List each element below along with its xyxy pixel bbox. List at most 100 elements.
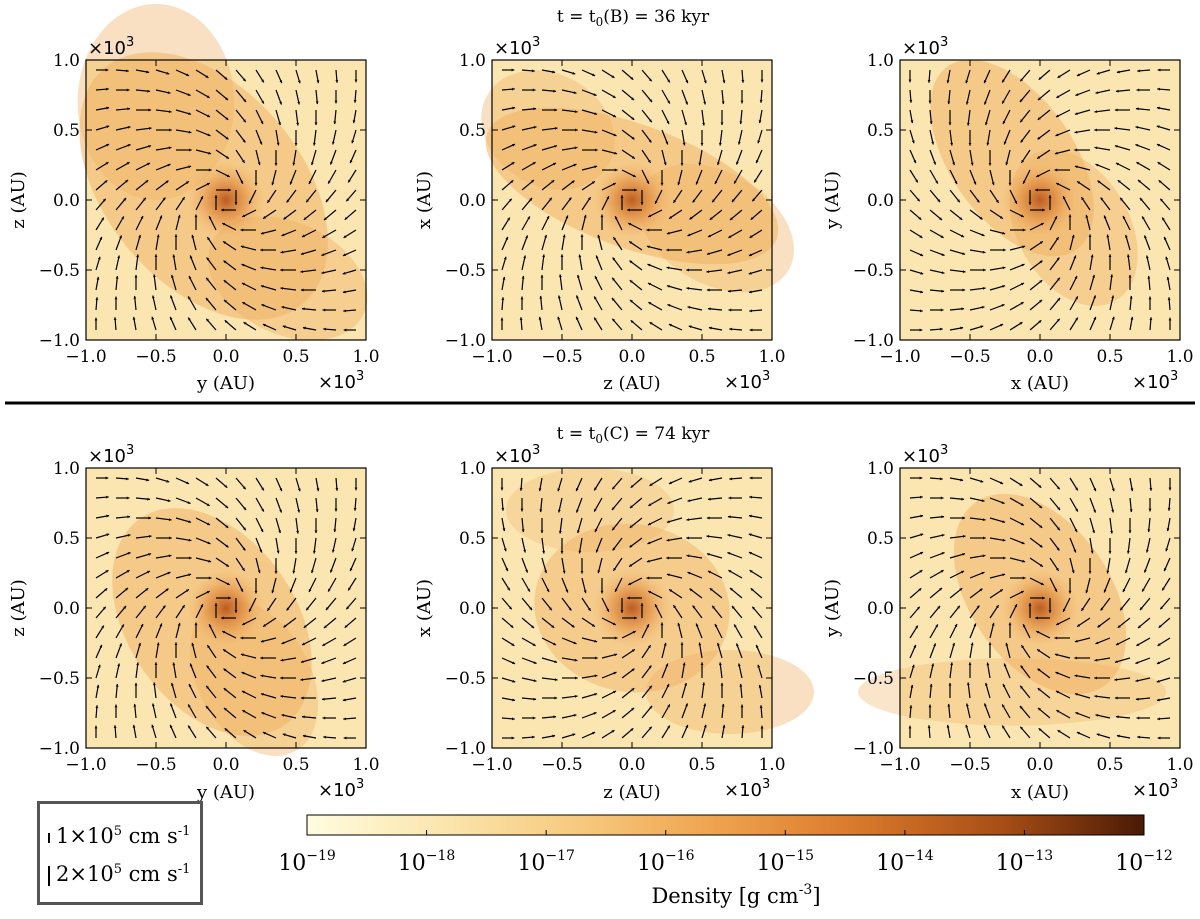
velocity-arrowhead xyxy=(311,570,314,574)
velocity-arrowhead xyxy=(1042,596,1045,600)
velocity-arrowhead xyxy=(920,309,923,313)
velocity-arrowhead xyxy=(1149,488,1153,491)
y-tick-label: −0.5 xyxy=(39,261,80,281)
velocity-arrowhead xyxy=(630,320,634,324)
velocity-arrowhead xyxy=(1163,236,1167,240)
velocity-arrowhead xyxy=(758,120,762,124)
velocity-arrowhead xyxy=(208,168,212,172)
velocity-arrowhead xyxy=(242,302,246,305)
velocity-arrowhead xyxy=(1048,195,1052,198)
density-core xyxy=(186,160,266,240)
velocity-arrowhead xyxy=(961,497,965,501)
velocity-arrowhead xyxy=(1135,661,1139,664)
velocity-arrowhead xyxy=(342,290,346,294)
velocity-arrowhead xyxy=(106,87,109,91)
velocity-arrowhead xyxy=(280,250,284,254)
velocity-arrowhead xyxy=(1039,260,1043,264)
velocity-arrowhead xyxy=(209,624,212,628)
velocity-arrowhead xyxy=(594,296,597,300)
velocity-arrowhead xyxy=(1157,87,1160,91)
velocity-arrowhead xyxy=(1020,78,1024,82)
velocity-arrowhead xyxy=(301,234,305,238)
velocity-arrowhead xyxy=(614,636,618,640)
velocity-arrowhead xyxy=(1144,569,1147,573)
y-tick-label: −1.0 xyxy=(39,331,80,351)
velocity-arrowhead xyxy=(908,725,912,729)
y-tick-label: 1.0 xyxy=(459,459,486,479)
velocity-arrowhead xyxy=(322,308,326,312)
velocity-arrowhead xyxy=(147,89,151,93)
velocity-arrowhead xyxy=(755,644,759,648)
velocity-arrowhead xyxy=(649,99,653,103)
velocity-arrowhead xyxy=(1063,608,1066,612)
velocity-arrowhead xyxy=(940,496,944,500)
velocity-arrowhead xyxy=(1149,317,1153,320)
velocity-arrowhead xyxy=(134,274,138,278)
velocity-arrowhead xyxy=(557,316,561,320)
velocity-arrowhead xyxy=(1002,285,1006,288)
velocity-arrowhead xyxy=(1071,234,1075,238)
velocity-arrowhead xyxy=(1093,509,1096,513)
velocity-arrowhead xyxy=(707,234,711,238)
velocity-arrowhead xyxy=(280,676,283,680)
velocity-arrowhead xyxy=(242,622,246,625)
velocity-arrowhead xyxy=(928,100,932,104)
velocity-arrowhead xyxy=(206,183,210,186)
velocity-arrowhead xyxy=(188,317,191,321)
colorbar: 10−19 10−18 10−17 10−16 10−15 10−14 10−13 10−12… xyxy=(278,814,1173,908)
velocity-arrowhead xyxy=(965,703,969,707)
velocity-arrowhead xyxy=(954,623,958,627)
velocity-arrowhead xyxy=(294,551,298,554)
velocity-arrowhead xyxy=(243,322,247,325)
velocity-arrowhead xyxy=(151,316,155,320)
velocity-arrowhead xyxy=(546,589,550,593)
velocity-arrowhead xyxy=(529,197,533,201)
velocity-arrowhead xyxy=(138,234,141,238)
velocity-arrowhead xyxy=(572,733,576,737)
velocity-arrowhead xyxy=(1090,254,1094,258)
velocity-arrowhead xyxy=(985,122,988,126)
velocity-arrowhead xyxy=(240,180,243,184)
velocity-arrowhead xyxy=(166,479,170,483)
velocity-arrowhead xyxy=(507,587,510,591)
velocity-arrowhead xyxy=(655,200,658,204)
velocity-arrowhead xyxy=(754,179,757,183)
velocity-arrowhead xyxy=(328,588,331,592)
velocity-arrowhead xyxy=(166,71,170,75)
velocity-arrowhead xyxy=(687,571,691,575)
velocity-arrowhead xyxy=(1075,93,1079,96)
velocity-arrowhead xyxy=(321,289,325,293)
velocity-arrowhead xyxy=(1147,275,1151,279)
velocity-arrowhead xyxy=(703,80,707,84)
velocity-arrowhead xyxy=(965,101,969,105)
velocity-arrowhead xyxy=(289,589,293,593)
velocity-arrowhead xyxy=(740,100,744,104)
velocity-arrowhead xyxy=(593,712,597,715)
velocity-arrowhead xyxy=(512,698,516,702)
velocity-arrowhead xyxy=(920,253,924,257)
velocity-arrowhead xyxy=(152,274,156,278)
velocity-arrowhead xyxy=(1055,690,1059,694)
velocity-arrowhead xyxy=(1037,155,1041,159)
velocity-arrowhead xyxy=(613,133,617,137)
velocity-arrowhead xyxy=(154,662,158,665)
velocity-arrowhead xyxy=(648,214,652,217)
velocity-arrowhead xyxy=(333,121,337,125)
velocity-arrowhead xyxy=(1003,141,1007,145)
velocity-arrowhead xyxy=(731,199,735,203)
velocity-arrowhead xyxy=(240,245,244,249)
velocity-arrowhead xyxy=(647,159,651,163)
velocity-arrowhead xyxy=(300,288,304,292)
velocity-arrowhead xyxy=(156,642,160,646)
velocity-arrowhead xyxy=(1002,79,1005,83)
velocity-arrowhead xyxy=(342,698,346,702)
velocity-arrowhead xyxy=(721,101,725,105)
velocity-arrowhead xyxy=(692,199,696,203)
velocity-arrowhead xyxy=(520,296,524,300)
velocity-arrowhead xyxy=(557,295,561,299)
velocity-arrowhead xyxy=(554,145,558,148)
velocity-arrowhead xyxy=(281,233,285,237)
velocity-arrowhead xyxy=(947,101,951,105)
velocity-arrowhead xyxy=(558,530,562,534)
velocity-arrowhead xyxy=(1125,234,1128,238)
